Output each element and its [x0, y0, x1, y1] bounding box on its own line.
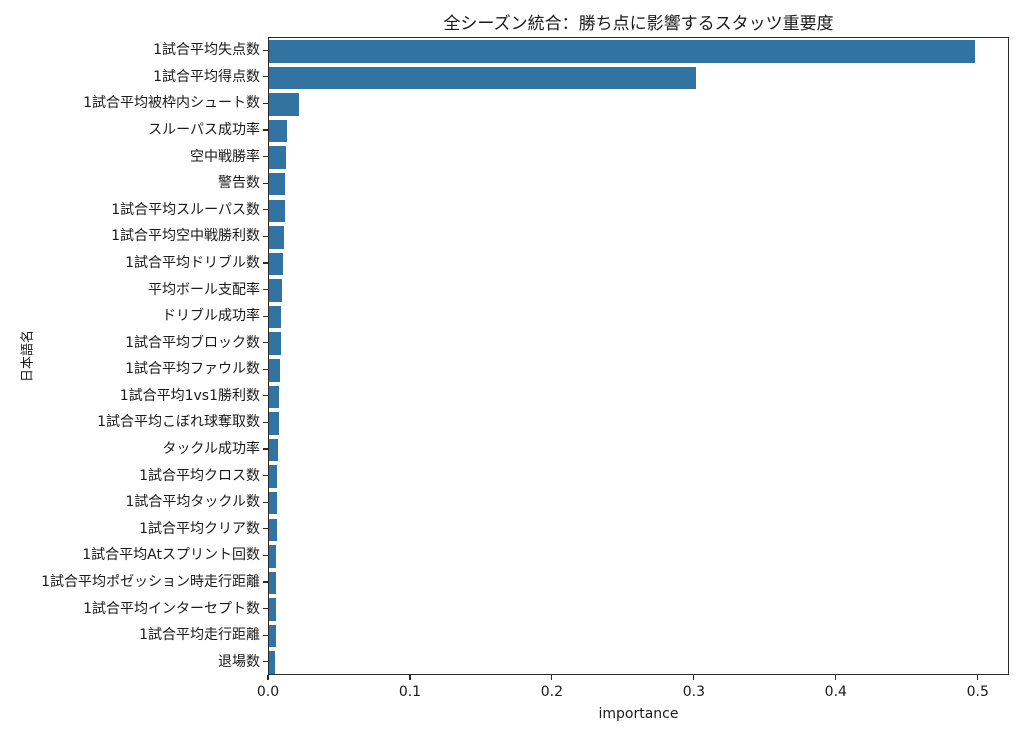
- x-tick-label: 0.0: [256, 684, 280, 700]
- bar: [269, 465, 278, 488]
- x-tick-mark: [267, 675, 269, 680]
- y-tick-labels: 1試合平均失点数 1試合平均得点数 1試合平均被枠内シュート数スルーパス成功率空中戦…: [0, 37, 260, 675]
- x-tick-mark: [835, 675, 837, 680]
- y-tick-mark: [263, 395, 268, 397]
- bar: [269, 624, 276, 648]
- y-tick-label: 空中戦勝率: [190, 148, 260, 165]
- y-tick-label: タックル成功率: [162, 441, 260, 458]
- y-tick-mark: [263, 315, 268, 317]
- y-tick-label: 1試合平均インターセプト数: [83, 600, 260, 617]
- y-tick-mark: [263, 448, 268, 450]
- bar: [269, 172, 286, 196]
- y-tick-mark: [263, 607, 268, 610]
- bar: [269, 438, 278, 462]
- y-tick-label: 1試合平均タックル数: [125, 494, 261, 511]
- y-tick-mark: [263, 262, 268, 264]
- y-tick-mark: [263, 501, 268, 503]
- y-tick-label: 1試合平均ドリブル数: [125, 254, 260, 271]
- y-tick-label: 1試合平均スルーパス数: [111, 201, 260, 218]
- y-tick-label: 退場数: [218, 653, 260, 670]
- y-tick-label: 1試合平均クロス数: [139, 467, 260, 484]
- y-tick-label: 警告数: [218, 175, 260, 192]
- y-tick-label: 1試合平均1vs1勝利数: [119, 387, 260, 404]
- bar: [269, 305, 282, 329]
- x-tick-mark: [977, 675, 979, 680]
- y-tick-label: ドリブル成功率: [162, 308, 260, 325]
- y-tick-mark: [263, 156, 268, 158]
- y-tick-mark: [263, 235, 268, 237]
- bar: [269, 199, 285, 223]
- x-tick-mark: [693, 675, 695, 680]
- y-tick-mark: [263, 102, 268, 105]
- y-tick-mark: [263, 49, 268, 51]
- y-tick-label: 1試合平均被枠内シュート数: [83, 95, 260, 112]
- y-tick-label: 1試合平均ブロック数: [125, 334, 260, 351]
- bar: [269, 332, 282, 355]
- bar: [269, 651, 275, 674]
- y-tick-label: 1試合平均ファウル数: [125, 361, 260, 378]
- y-tick-label: 1試合平均空中戦勝利数: [111, 228, 260, 245]
- y-tick-mark: [263, 288, 268, 291]
- bar: [269, 359, 280, 382]
- x-tick-label: 0.2: [540, 684, 564, 700]
- x-tick-label: 0.4: [824, 684, 847, 700]
- y-tick-mark: [263, 76, 268, 78]
- y-tick-mark: [263, 209, 268, 211]
- bar: [269, 279, 283, 302]
- y-tick-label: 1試合平均こぼれ球奪取数: [97, 414, 260, 431]
- bar: [269, 491, 277, 515]
- bar: [269, 518, 277, 542]
- bar: [269, 146, 287, 169]
- bar: [269, 40, 975, 63]
- y-tick-mark: [263, 368, 268, 370]
- chart-title: 全シーズン統合：勝ち点に影響するスタッツ重要度: [443, 14, 834, 34]
- x-tick-label: 0.5: [966, 684, 989, 700]
- bar: [269, 119, 287, 143]
- x-axis-label: importance: [598, 706, 679, 722]
- bar: [269, 571, 277, 595]
- y-tick-label: 平均ボール支配率: [148, 281, 260, 298]
- y-tick-label: 1試合平均Atスプリント回数: [82, 547, 260, 564]
- y-tick-label: 1試合平均ポゼッション時走行距離: [41, 573, 260, 590]
- y-tick-mark: [263, 528, 268, 530]
- y-tick-mark: [263, 634, 268, 636]
- y-tick-mark: [263, 554, 268, 556]
- plot-area: [268, 37, 1009, 675]
- y-tick-label: 1試合平均クリア数: [139, 520, 260, 537]
- bar: [269, 385, 279, 409]
- bar: [269, 66, 697, 90]
- bar: [269, 93, 299, 116]
- y-tick-label: 1試合平均得点数: [153, 68, 260, 85]
- x-tick-mark: [409, 675, 411, 680]
- x-tick-mark: [551, 675, 553, 680]
- y-tick-mark: [263, 475, 268, 477]
- bar: [269, 412, 279, 435]
- y-tick-mark: [263, 182, 268, 184]
- y-tick-label: 1試合平均失点数: [153, 42, 260, 59]
- y-tick-mark: [263, 421, 268, 424]
- y-tick-mark: [263, 581, 268, 583]
- x-tick-label: 0.1: [398, 684, 422, 700]
- bar: [269, 226, 284, 249]
- y-tick-label: 1試合平均走行距離: [139, 627, 260, 644]
- bar: [269, 545, 277, 568]
- bar: [269, 252, 283, 276]
- y-tick-label: スルーパス成功率: [148, 122, 260, 139]
- x-tick-label: 0.3: [682, 684, 705, 700]
- y-tick-mark: [263, 661, 268, 663]
- y-tick-mark: [263, 342, 268, 344]
- y-tick-mark: [263, 129, 268, 131]
- bar: [269, 598, 276, 621]
